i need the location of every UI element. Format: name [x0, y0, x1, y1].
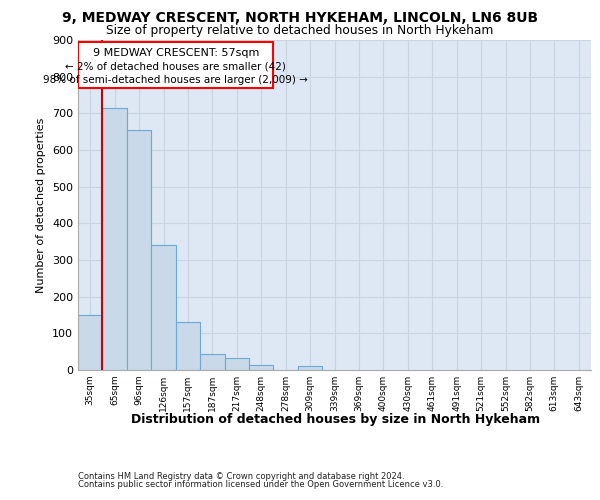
- FancyBboxPatch shape: [78, 42, 274, 88]
- Text: Contains HM Land Registry data © Crown copyright and database right 2024.: Contains HM Land Registry data © Crown c…: [78, 472, 404, 481]
- Bar: [200, 354, 224, 370]
- Text: Distribution of detached houses by size in North Hykeham: Distribution of detached houses by size …: [131, 412, 541, 426]
- Bar: [298, 366, 322, 370]
- Text: 9 MEDWAY CRESCENT: 57sqm: 9 MEDWAY CRESCENT: 57sqm: [92, 48, 259, 58]
- Text: Size of property relative to detached houses in North Hykeham: Size of property relative to detached ho…: [106, 24, 494, 37]
- Text: 98% of semi-detached houses are larger (2,009) →: 98% of semi-detached houses are larger (…: [43, 75, 308, 85]
- Text: ← 2% of detached houses are smaller (42): ← 2% of detached houses are smaller (42): [65, 61, 286, 71]
- Bar: [224, 358, 249, 370]
- Text: Contains public sector information licensed under the Open Government Licence v3: Contains public sector information licen…: [78, 480, 443, 489]
- Bar: [103, 108, 127, 370]
- Bar: [249, 365, 274, 370]
- Bar: [176, 322, 200, 370]
- Y-axis label: Number of detached properties: Number of detached properties: [37, 118, 46, 292]
- Bar: [151, 244, 176, 370]
- Bar: [127, 130, 151, 370]
- Text: 9, MEDWAY CRESCENT, NORTH HYKEHAM, LINCOLN, LN6 8UB: 9, MEDWAY CRESCENT, NORTH HYKEHAM, LINCO…: [62, 11, 538, 25]
- Bar: [78, 315, 103, 370]
